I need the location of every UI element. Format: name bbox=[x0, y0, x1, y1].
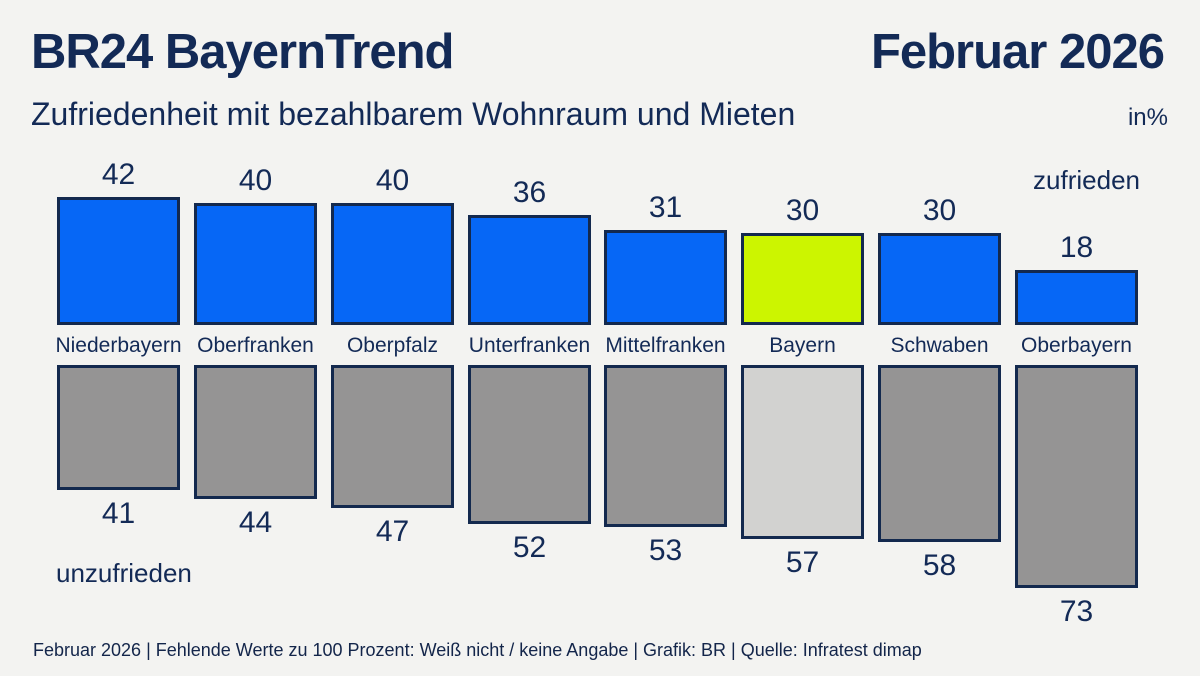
satisfied-value: 42 bbox=[101, 158, 136, 191]
unsatisfied-bar bbox=[57, 365, 180, 490]
legend-unsatisfied: unzufrieden bbox=[56, 558, 192, 588]
unsatisfied-value: 44 bbox=[238, 506, 273, 539]
unsatisfied-value: 47 bbox=[375, 515, 410, 548]
satisfied-value: 18 bbox=[1059, 231, 1094, 264]
satisfied-value: 30 bbox=[922, 194, 957, 227]
satisfied-bar bbox=[468, 215, 591, 325]
unsatisfied-bar bbox=[331, 365, 454, 508]
bar-column: 30 Bayern 57 bbox=[741, 0, 864, 676]
unsatisfied-value: 52 bbox=[512, 531, 547, 564]
unsatisfied-value: 73 bbox=[1059, 595, 1094, 628]
bar-column: 31 Mittelfranken 53 bbox=[604, 0, 727, 676]
unsatisfied-value: 58 bbox=[922, 549, 957, 582]
category-label: Oberpfalz bbox=[346, 334, 439, 357]
bar-column: 30 Schwaben 58 bbox=[878, 0, 1001, 676]
bar-column: 40 Oberpfalz 47 bbox=[331, 0, 454, 676]
legend-satisfied: zufrieden bbox=[1033, 165, 1140, 195]
category-label: Oberfranken bbox=[197, 334, 314, 357]
satisfied-value: 31 bbox=[648, 191, 683, 224]
report-date: Februar 2026 bbox=[870, 25, 1165, 79]
satisfied-bar bbox=[194, 203, 317, 325]
satisfied-bar bbox=[878, 233, 1001, 325]
source-note: Februar 2026 | Fehlende Werte zu 100 Pro… bbox=[33, 640, 922, 660]
bar-column: 42 Niederbayern 41 bbox=[55, 0, 181, 676]
unsatisfied-bar bbox=[1015, 365, 1138, 588]
satisfied-value: 40 bbox=[238, 164, 273, 197]
unsatisfied-value: 53 bbox=[648, 534, 683, 567]
bar-column: 18 Oberbayern 73 bbox=[1015, 0, 1138, 676]
satisfied-bar bbox=[741, 233, 864, 325]
brand-title: BR24 BayernTrend bbox=[31, 25, 454, 79]
satisfied-bar bbox=[57, 197, 180, 325]
chart-title: Zufriedenheit mit bezahlbarem Wohnraum u… bbox=[31, 96, 796, 132]
unsatisfied-value: 41 bbox=[101, 497, 136, 530]
category-label: Niederbayern bbox=[55, 334, 182, 357]
unsatisfied-value: 57 bbox=[785, 546, 820, 579]
unsatisfied-bar bbox=[194, 365, 317, 499]
satisfied-bar bbox=[604, 230, 727, 325]
unsatisfied-bar bbox=[604, 365, 727, 527]
unsatisfied-bar bbox=[878, 365, 1001, 542]
satisfied-bar bbox=[1015, 270, 1138, 325]
unit-label: in% bbox=[1127, 104, 1168, 131]
satisfied-value: 40 bbox=[375, 164, 410, 197]
category-label: Oberbayern bbox=[1021, 334, 1132, 357]
category-label: Unterfranken bbox=[468, 334, 591, 357]
unsatisfied-bar bbox=[468, 365, 591, 524]
bar-column: 40 Oberfranken 44 bbox=[194, 0, 317, 676]
satisfied-value: 30 bbox=[785, 194, 820, 227]
satisfied-value: 36 bbox=[512, 176, 547, 209]
unsatisfied-bar bbox=[741, 365, 864, 539]
bar-column: 36 Unterfranken 52 bbox=[468, 0, 591, 676]
category-label: Bayern bbox=[769, 334, 836, 357]
satisfied-bar bbox=[331, 203, 454, 325]
category-label: Mittelfranken bbox=[605, 334, 726, 357]
category-label: Schwaben bbox=[890, 334, 989, 357]
